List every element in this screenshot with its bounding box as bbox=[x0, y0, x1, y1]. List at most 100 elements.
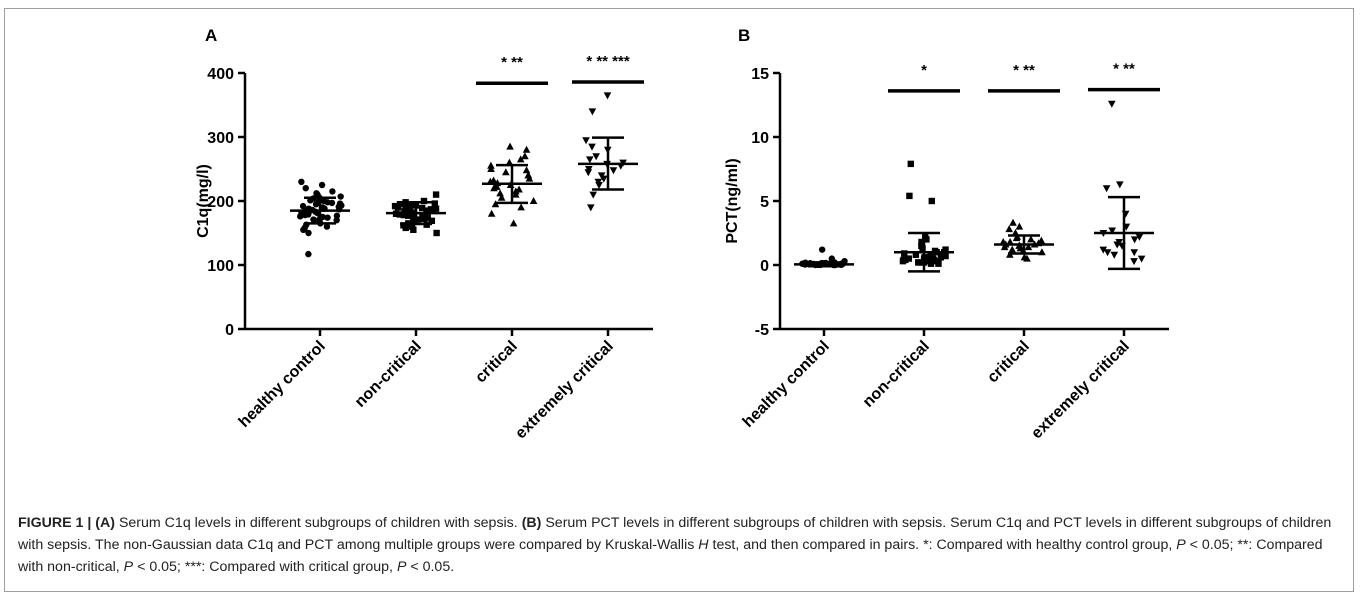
panel-a-data-point bbox=[318, 181, 326, 189]
caption-p-italic-3: P bbox=[396, 559, 407, 575]
panel-a-y-tick-label: 0 bbox=[225, 322, 234, 339]
figure-frame bbox=[4, 8, 1354, 592]
caption-figure-label: FIGURE 1 | bbox=[18, 515, 92, 531]
panel-b-data-point bbox=[1102, 185, 1111, 193]
panel-a-data-point bbox=[420, 197, 428, 205]
panel-a-data-point bbox=[521, 152, 529, 160]
caption-p-italic-1: P bbox=[1176, 537, 1186, 553]
panel-b-data-point bbox=[1108, 100, 1116, 108]
panel-b-data-point bbox=[828, 255, 836, 262]
panel-a-data-point bbox=[402, 224, 409, 232]
panel-a-significance-stars: * ** *** bbox=[586, 53, 630, 70]
panel-b-y-tick-label: 10 bbox=[751, 130, 769, 147]
panel-a-data-point bbox=[609, 167, 618, 175]
figure-caption: FIGURE 1 | (A) Serum C1q levels in diffe… bbox=[18, 512, 1343, 578]
panel-a-data-point bbox=[305, 250, 312, 258]
panel-a-data-point bbox=[522, 145, 531, 153]
panel-b-data-point bbox=[906, 192, 913, 200]
panel-b-significance-stars: * bbox=[921, 62, 927, 79]
panel-b-data-point bbox=[1103, 249, 1112, 257]
panel-a-y-tick-label: 400 bbox=[207, 66, 234, 83]
panel-b-data-point bbox=[1037, 236, 1046, 244]
panel-a-y-tick-label: 300 bbox=[207, 130, 234, 147]
panel-a-data-point bbox=[313, 190, 320, 197]
panel-b-data-point bbox=[1005, 225, 1013, 233]
panel-a-data-point bbox=[410, 213, 418, 220]
caption-b-marker: (B) bbox=[521, 515, 542, 531]
panel-a-x-tick-label: healthy control bbox=[236, 338, 329, 431]
panel-a-data-point bbox=[333, 212, 341, 219]
panel-a-data-point bbox=[408, 201, 415, 209]
panel-a-y-axis-title: C1q(mg/l) bbox=[195, 164, 212, 238]
panel-a-data-point bbox=[515, 185, 523, 193]
panel-b-data-point bbox=[999, 237, 1008, 245]
caption-a-marker: (A) bbox=[95, 515, 115, 531]
panel-a-data-point bbox=[415, 216, 422, 223]
panel-a-data-point bbox=[305, 229, 312, 237]
panel-b-data-point bbox=[1137, 255, 1146, 263]
panel-a-data-point bbox=[585, 156, 594, 164]
panel-b-data-point bbox=[912, 251, 920, 258]
caption-text-5: < 0.05. bbox=[410, 559, 455, 575]
panel-a-y-tick-label: 200 bbox=[207, 194, 234, 211]
panel-a-data-point bbox=[516, 155, 525, 163]
panel-a-significance-stars: * ** bbox=[501, 54, 523, 71]
panel-a-data-point bbox=[400, 211, 408, 219]
panel-a-data-point bbox=[595, 182, 603, 189]
panel-a-data-point bbox=[603, 92, 612, 100]
caption-text-4: < 0.05; ***: Compared with critical grou… bbox=[137, 559, 393, 575]
panel-a-data-point bbox=[585, 166, 593, 173]
panel-b-y-tick-label: -5 bbox=[755, 322, 769, 339]
panel-a-data-point bbox=[496, 189, 504, 197]
panel-a-x-tick-label: non-critical bbox=[352, 338, 425, 411]
panel-b-data-point bbox=[905, 255, 912, 262]
panel-a-data-point bbox=[487, 209, 496, 217]
panel-a-data-point bbox=[410, 217, 417, 224]
panel-b-data-point bbox=[1012, 234, 1021, 242]
panel-b-data-point bbox=[918, 238, 925, 246]
panel-b-significance-stars: * ** bbox=[1113, 61, 1135, 78]
panel-a-data-point bbox=[328, 199, 336, 207]
panel-a-data-point bbox=[298, 178, 305, 185]
panel-b-data-point bbox=[1130, 236, 1139, 244]
panel-b-x-tick-label: extremely critical bbox=[1028, 338, 1132, 442]
panel-b-y-axis-title: PCT(ng/ml) bbox=[724, 158, 741, 243]
panel-a-data-point bbox=[502, 168, 510, 176]
panel-a-data-point bbox=[337, 193, 344, 200]
panel-a-data-point bbox=[301, 224, 308, 232]
panel-b-data-point bbox=[942, 252, 949, 260]
panel-b-y-tick-label: 15 bbox=[751, 66, 769, 83]
panel-b-data-point bbox=[1008, 245, 1017, 253]
panel-b-data-point bbox=[900, 256, 907, 264]
panel-a-data-point bbox=[302, 185, 309, 192]
panel-a-x-tick-label: critical bbox=[472, 338, 521, 387]
panel-a-data-point bbox=[492, 182, 501, 190]
panel-a-data-point bbox=[408, 223, 416, 230]
panel-a-data-point bbox=[589, 191, 598, 199]
panel-a-x-tick-label: extremely critical bbox=[512, 338, 616, 442]
panel-b-significance-stars: * ** bbox=[1013, 62, 1035, 79]
panel-b-data-point bbox=[1108, 227, 1116, 235]
panel-a-data-point bbox=[420, 215, 428, 222]
panel-a-data-point bbox=[310, 216, 317, 223]
panel-a-data-point bbox=[433, 229, 440, 237]
panel-a-data-point bbox=[582, 137, 590, 145]
panel-a-data-point bbox=[517, 203, 525, 211]
panel-a-data-point bbox=[299, 202, 307, 210]
panel-a-data-point bbox=[586, 204, 595, 212]
panel-b-data-point bbox=[1020, 253, 1029, 261]
panel-b-y-tick-label: 0 bbox=[760, 258, 769, 275]
panel-a-data-point bbox=[592, 153, 600, 161]
panel-a-data-point bbox=[509, 219, 518, 227]
panel-a-data-point bbox=[396, 211, 404, 218]
panel-a-data-point bbox=[305, 211, 312, 218]
panel-b-data-point bbox=[1099, 246, 1108, 254]
panel-b-data-point bbox=[907, 160, 915, 168]
panel-b-data-point bbox=[927, 260, 935, 267]
panel-a-data-point bbox=[506, 142, 514, 150]
panel-a-data-point bbox=[424, 214, 431, 221]
panel-a-data-point bbox=[588, 143, 596, 151]
panel-b-data-point bbox=[1135, 233, 1144, 241]
panel-a-panel-label: A bbox=[205, 26, 217, 45]
